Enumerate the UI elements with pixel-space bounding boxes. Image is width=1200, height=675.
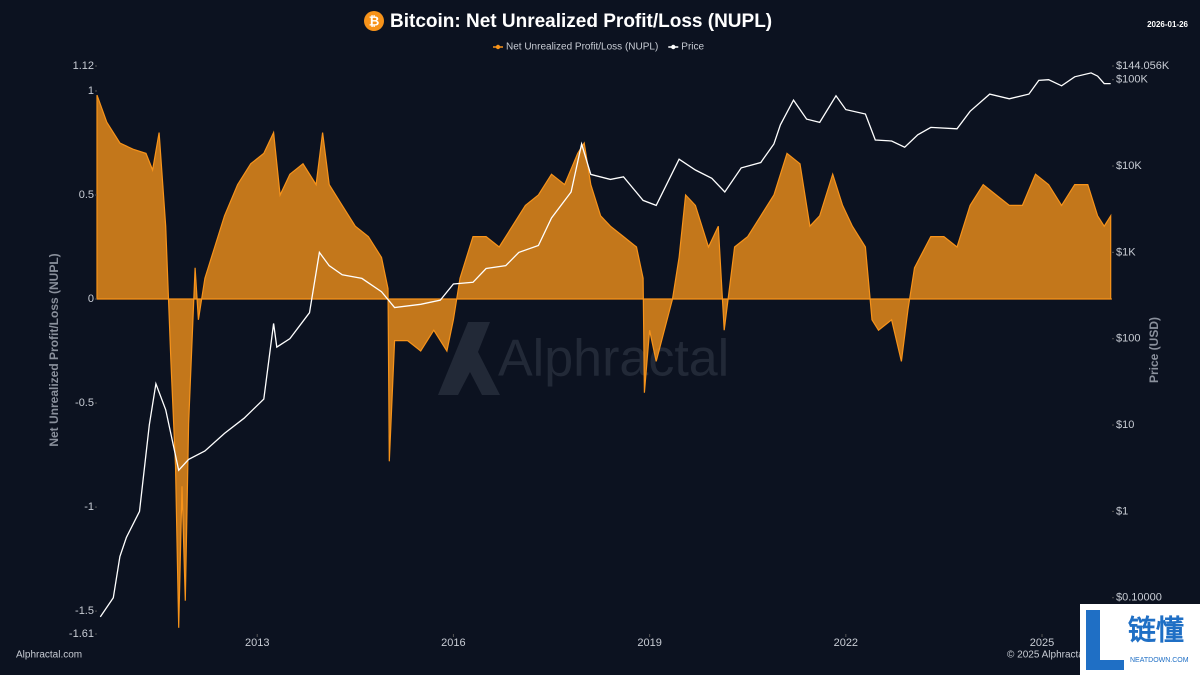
badge-subtitle: NEATDOWN.COM <box>1130 657 1189 664</box>
plot <box>96 72 1112 628</box>
x-tick-label: 2013 <box>245 637 269 649</box>
date: 2026-01-26 <box>1147 20 1188 29</box>
watermark: Alphractal <box>438 322 729 395</box>
y-tick-label: -0.5 <box>75 397 94 409</box>
y2-tick-label: $1 <box>1116 505 1128 517</box>
watermark-text: Alphractal <box>498 330 729 388</box>
legend-marker <box>671 44 676 50</box>
y2-tick-label: $100 <box>1116 333 1140 345</box>
y-tick-label: 0.5 <box>79 189 94 201</box>
badge-logo <box>1086 610 1124 670</box>
y2-tick-label: $1K <box>1116 246 1136 258</box>
y2-tick-label: $144.056K <box>1116 60 1170 72</box>
x-tick-label: 2025 <box>1030 637 1054 649</box>
y-tick-label: -1.61 <box>69 628 94 640</box>
y2-tick-label: $100K <box>1116 74 1148 86</box>
y2-tick-label: $0.10000 <box>1116 592 1162 604</box>
y-tick-label: 0 <box>88 293 94 305</box>
line <box>99 72 1111 618</box>
chart-title: Bitcoin: Net Unrealized Profit/Loss (NUP… <box>390 11 772 32</box>
y2-tick-label: $10K <box>1116 160 1142 172</box>
y-tick-label: 1 <box>88 85 94 97</box>
footer-right: © 2025 Alphractal <box>1007 650 1086 661</box>
y-tick-label: 1.12 <box>73 60 94 72</box>
legend-label: Price <box>681 42 704 53</box>
y-axis-label: Net Unrealized Profit/Loss (NUPL) <box>47 253 61 446</box>
x-tick-label: 2022 <box>834 637 858 649</box>
watermark-logo <box>438 322 500 395</box>
y-tick-label: -1 <box>84 501 94 513</box>
title-icon <box>364 11 384 31</box>
x-tick-label: 2016 <box>441 637 465 649</box>
y-tick-label: -1.5 <box>75 605 94 617</box>
title-icon-glyph: ₿ <box>369 13 380 28</box>
badge-title: 链懂 <box>1128 614 1184 645</box>
footer-left: Alphractal.com <box>16 650 82 661</box>
area <box>96 94 1112 628</box>
y2-tick-label: $10 <box>1116 419 1134 431</box>
y2-axis-label: Price (USD) <box>1147 317 1161 383</box>
legend-label: Net Unrealized Profit/Loss (NUPL) <box>506 42 658 53</box>
x-tick-label: 2019 <box>637 637 661 649</box>
badge: 链懂 NEATDOWN.COM <box>1080 604 1200 675</box>
legend-marker <box>495 44 501 50</box>
